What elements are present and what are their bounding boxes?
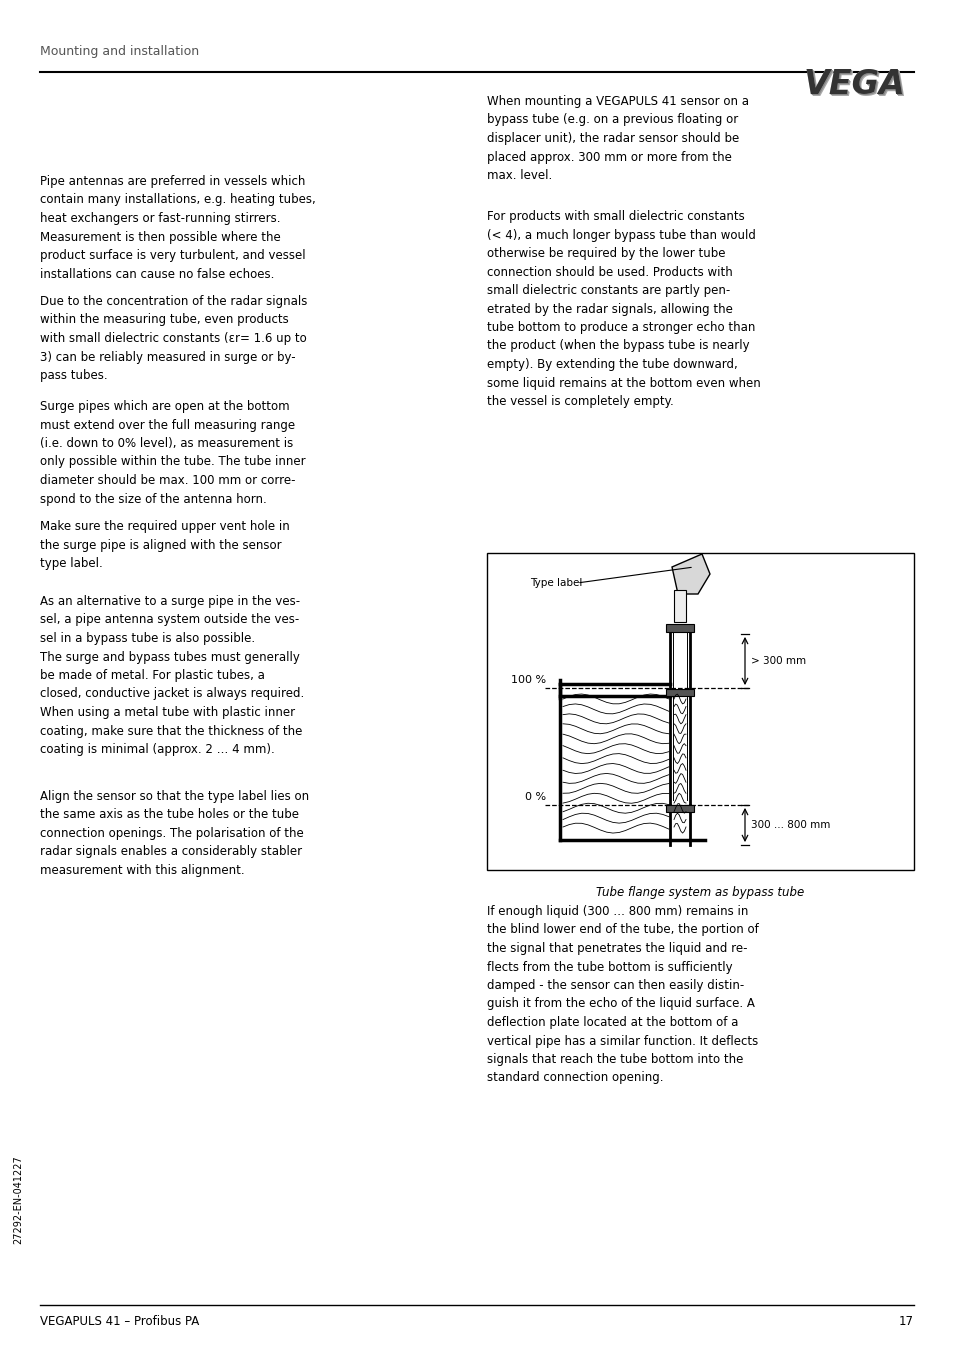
Text: Align the sensor so that the type label lies on
the same axis as the tube holes : Align the sensor so that the type label … [40, 790, 309, 877]
Text: If enough liquid (300 … 800 mm) remains in
the blind lower end of the tube, the : If enough liquid (300 … 800 mm) remains … [486, 904, 758, 1084]
Text: VEGA: VEGA [802, 68, 904, 101]
Text: 100 %: 100 % [511, 675, 545, 685]
Bar [486, 553, 913, 869]
Text: Pipe antennas are preferred in vessels which
contain many installations, e.g. he: Pipe antennas are preferred in vessels w… [40, 174, 315, 280]
Bar [665, 804, 693, 813]
Text: VEGA: VEGA [803, 69, 905, 101]
Text: VEGA: VEGA [804, 70, 906, 103]
Bar [665, 625, 693, 631]
Text: Mounting and installation: Mounting and installation [40, 45, 199, 58]
Text: VEGA: VEGA [802, 68, 904, 101]
Text: As an alternative to a surge pipe in the ves-
sel, a pipe antenna system outside: As an alternative to a surge pipe in the… [40, 595, 304, 756]
Polygon shape [671, 554, 709, 594]
Text: Surge pipes which are open at the bottom
must extend over the full measuring ran: Surge pipes which are open at the bottom… [40, 400, 305, 506]
Bar [673, 589, 685, 622]
Bar [665, 690, 693, 696]
Text: 17: 17 [898, 1315, 913, 1328]
Text: Due to the concentration of the radar signals
within the measuring tube, even pr: Due to the concentration of the radar si… [40, 295, 307, 383]
Text: VEGAPULS 41 – Profibus PA: VEGAPULS 41 – Profibus PA [40, 1315, 199, 1328]
Text: Type label: Type label [530, 579, 581, 588]
Text: 27292-EN-041227: 27292-EN-041227 [13, 1156, 23, 1244]
Text: When mounting a VEGAPULS 41 sensor on a
bypass tube (e.g. on a previous floating: When mounting a VEGAPULS 41 sensor on a … [486, 95, 748, 183]
Text: 300 ... 800 mm: 300 ... 800 mm [750, 821, 829, 830]
Text: Make sure the required upper vent hole in
the surge pipe is aligned with the sen: Make sure the required upper vent hole i… [40, 521, 290, 571]
Text: Tube flange system as bypass tube: Tube flange system as bypass tube [596, 886, 803, 899]
Text: 0 %: 0 % [524, 792, 545, 802]
Text: > 300 mm: > 300 mm [750, 656, 805, 667]
Text: For products with small dielectric constants
(< 4), a much longer bypass tube th: For products with small dielectric const… [486, 210, 760, 408]
